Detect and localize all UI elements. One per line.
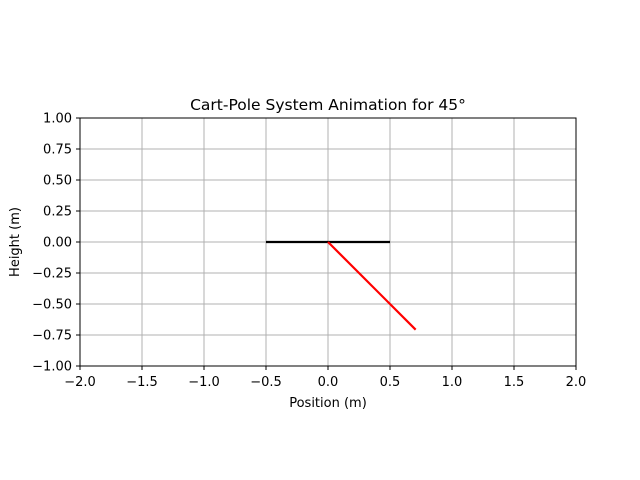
chart-title: Cart-Pole System Animation for 45° (190, 96, 466, 114)
y-tick-label: −0.75 (32, 329, 72, 344)
y-tick-label: 0.75 (43, 143, 72, 158)
y-tick-label: −0.50 (32, 298, 72, 313)
x-tick-label: −1.5 (126, 375, 158, 390)
x-axis-label: Position (m) (289, 396, 367, 411)
grid (79, 117, 577, 367)
x-tick-label: −1.0 (188, 375, 220, 390)
y-tick-label: −1.00 (32, 360, 72, 375)
y-axis-label: Height (m) (8, 207, 23, 277)
x-tick-label: 2.0 (566, 375, 587, 390)
x-tick-label: 1.5 (504, 375, 525, 390)
y-tick-label: 0.50 (43, 174, 72, 189)
x-tick-label: 0.0 (318, 375, 339, 390)
series-layer (266, 240, 417, 331)
x-tick-label: 1.0 (442, 375, 463, 390)
y-tick-label: 0.00 (43, 236, 72, 251)
x-tick-label: −2.0 (64, 375, 96, 390)
y-tick-label: 0.25 (43, 205, 72, 220)
pole-line (327, 241, 417, 331)
ticks: −2.0 −1.5 −1.0 −0.5 0.0 0.5 1.0 1.5 2.0 1.00 0.75 0… (32, 112, 586, 391)
x-tick-label: 0.5 (380, 375, 401, 390)
x-tick-label: −0.5 (250, 375, 282, 390)
y-tick-label: −0.25 (32, 267, 72, 282)
y-tick-label: 1.00 (43, 112, 72, 127)
